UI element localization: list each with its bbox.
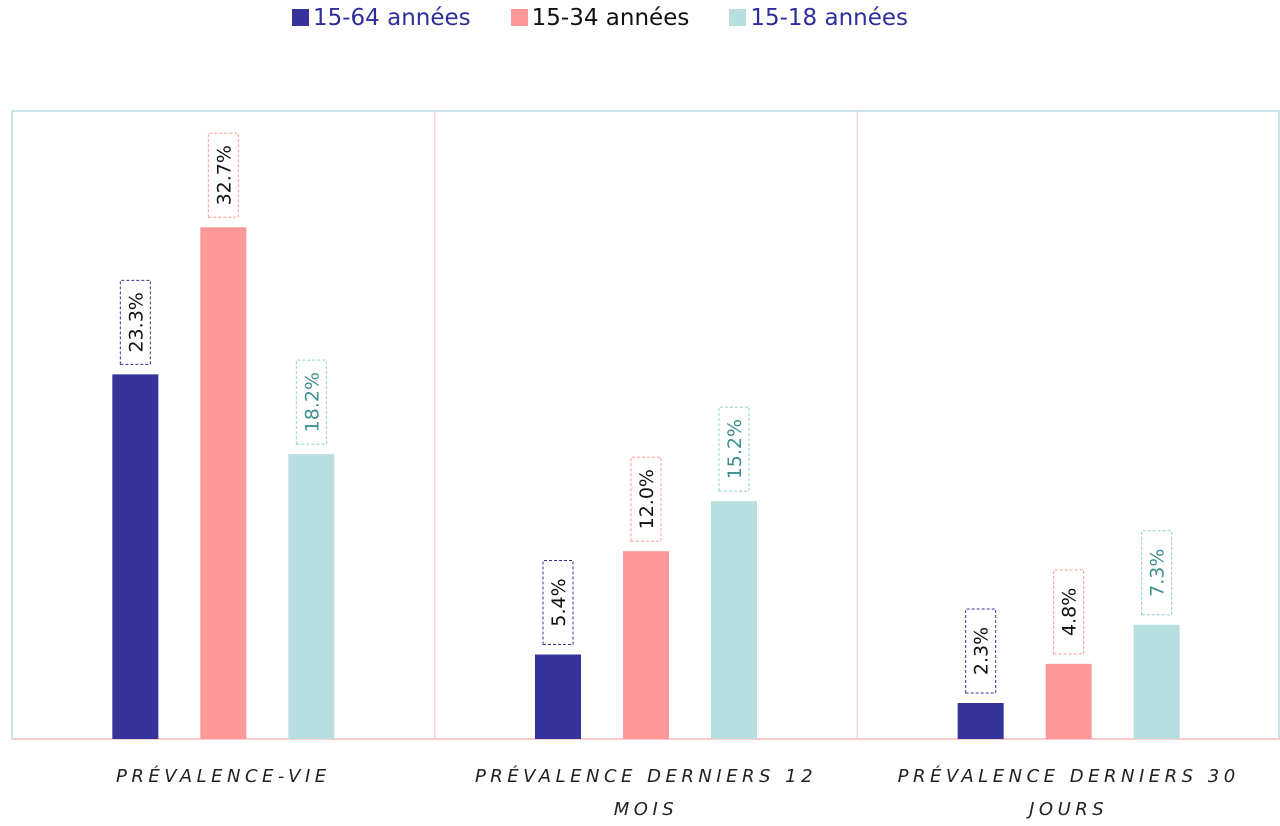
x-tick-label: PRÉVALENCE DERNIERS 30 JOURS bbox=[897, 766, 1240, 820]
bar bbox=[535, 654, 581, 739]
value-label: 12.0% bbox=[636, 469, 658, 529]
value-label-box bbox=[207, 132, 239, 218]
legend-label: 15-34 années bbox=[531, 4, 690, 31]
x-tick-label: PRÉVALENCE-VIE bbox=[115, 766, 331, 787]
value-label-box bbox=[542, 559, 574, 645]
value-label-group: 4.8% bbox=[1053, 569, 1085, 655]
bar bbox=[112, 374, 159, 739]
value-label-group: 12.0% bbox=[630, 456, 662, 542]
value-label-box bbox=[1141, 530, 1173, 616]
legend-label: 15-64 années bbox=[312, 4, 471, 31]
legend-swatch bbox=[729, 8, 747, 26]
legend-item: 15-34 années bbox=[510, 4, 690, 31]
value-label-box bbox=[1053, 569, 1085, 655]
value-label-group: 18.2% bbox=[295, 359, 327, 445]
bar bbox=[1133, 624, 1180, 739]
value-label-group: 7.3% bbox=[1141, 530, 1173, 616]
value-label: 18.2% bbox=[301, 372, 323, 432]
value-label: 4.8% bbox=[1059, 588, 1081, 636]
legend-item: 15-64 années bbox=[291, 4, 471, 31]
bar bbox=[711, 501, 757, 739]
value-label-group: 15.2% bbox=[718, 406, 750, 492]
value-label-box bbox=[295, 359, 327, 445]
legend-label: 15-18 années bbox=[750, 4, 909, 31]
value-label-group: 5.4% bbox=[542, 559, 574, 645]
x-tick-label: PRÉVALENCE DERNIERS 12 MOIS bbox=[474, 766, 818, 820]
bar bbox=[288, 454, 335, 739]
value-label-box bbox=[965, 608, 997, 694]
bar bbox=[957, 703, 1004, 739]
value-label: 23.3% bbox=[125, 292, 147, 352]
legend-swatch bbox=[291, 8, 309, 26]
value-label: 7.3% bbox=[1147, 549, 1169, 597]
value-label-box bbox=[718, 406, 750, 492]
value-label-group: 2.3% bbox=[965, 608, 997, 694]
value-label-box bbox=[630, 456, 662, 542]
value-label: 2.3% bbox=[971, 627, 993, 675]
bar bbox=[1045, 663, 1092, 739]
value-label-group: 23.3% bbox=[119, 279, 151, 365]
bar bbox=[200, 227, 247, 739]
value-label: 15.2% bbox=[724, 419, 746, 479]
legend-item: 15-18 années bbox=[729, 5, 908, 31]
bar bbox=[623, 551, 669, 739]
value-label-box bbox=[119, 279, 151, 365]
value-label-group: 32.7% bbox=[207, 132, 239, 218]
value-label: 32.7% bbox=[213, 145, 235, 205]
value-label: 5.4% bbox=[548, 578, 570, 626]
legend: 15-64 années 15-34 années 15-18 années bbox=[0, 4, 1200, 31]
legend-swatch bbox=[510, 8, 528, 26]
